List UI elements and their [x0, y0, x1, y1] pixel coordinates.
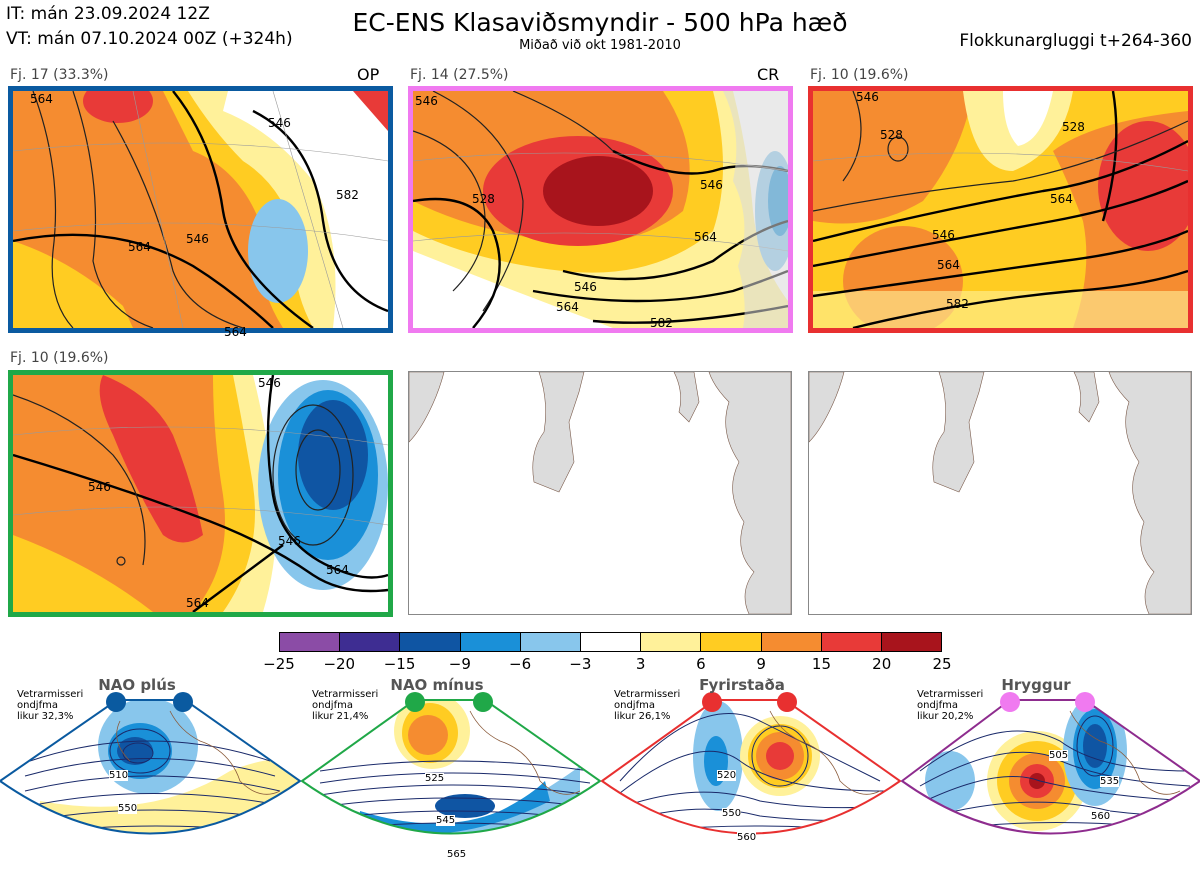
- panel-3-label: Fj. 10 (19.6%): [810, 67, 909, 83]
- regime-stat-nao-minus: Vetrarmisseri ondjfma likur 21,4%: [312, 689, 379, 722]
- panel-1-tag: OP: [357, 65, 380, 84]
- contour-label: 546: [700, 178, 723, 192]
- contour-label: 564: [128, 240, 151, 254]
- colorbar-tick-label: 25: [932, 655, 952, 673]
- regime-title-ridge: Hryggur: [1001, 676, 1071, 694]
- regime-dot: [173, 692, 193, 712]
- colorbar-swatch: [881, 633, 942, 651]
- contour-label: 546: [932, 228, 955, 242]
- colorbar-tick-label: −6: [509, 655, 532, 673]
- map-subtitle: Miðað við okt 1981-2010: [519, 38, 681, 53]
- colorbar-swatch: [340, 633, 401, 651]
- colorbar-tick-label: 9: [756, 655, 766, 673]
- contour-label: 582: [650, 316, 673, 330]
- regime-contour-label: 565: [447, 849, 467, 860]
- contour-label: 564: [694, 230, 717, 244]
- colorbar-swatch: [641, 633, 702, 651]
- colorbar-tick-label: 6: [696, 655, 706, 673]
- panel-2-tag: CR: [757, 65, 780, 84]
- contour-label: 564: [326, 563, 349, 577]
- contour-label: 564: [937, 258, 960, 272]
- panel-4-label: Fj. 10 (19.6%): [10, 350, 109, 366]
- map-title: EC-ENS Klasaviðsmyndir - 500 hPa hæð: [352, 8, 848, 37]
- contour-label: 546: [856, 90, 879, 104]
- colorbar-tick-label: 20: [872, 655, 892, 673]
- panel-2-label: Fj. 14 (27.5%): [410, 67, 509, 83]
- contour-label: 582: [336, 188, 359, 202]
- cluster-panel-5-empty: [408, 371, 792, 615]
- cluster-panel-1: [8, 86, 393, 333]
- contour-label: 528: [1062, 120, 1085, 134]
- regime-stat-nao-plus: Vetrarmisseri ondjfma likur 32,3%: [17, 689, 84, 722]
- regime-stat-ridge: Vetrarmisseri ondjfma likur 20,2%: [917, 689, 984, 722]
- colorbar-tick-label: 3: [635, 655, 646, 673]
- colorbar-tick-label: −9: [448, 655, 471, 673]
- colorbar-tick-label: 15: [811, 655, 831, 673]
- regime-dot: [405, 692, 425, 712]
- contour-label: 564: [186, 596, 209, 610]
- regime-dot: [702, 692, 722, 712]
- contour-label: 528: [472, 192, 495, 206]
- classification-window: Flokkunargluggi t+264-360: [959, 31, 1192, 51]
- contour-label: 546: [415, 94, 438, 108]
- colorbar-tick-label: −3: [569, 655, 592, 673]
- colorbar-tick-label: −15: [383, 655, 416, 673]
- colorbar-swatch: [701, 633, 762, 651]
- contour-label: 582: [946, 297, 969, 311]
- regime-contour-label: 545: [436, 815, 456, 826]
- contour-label: 564: [1050, 192, 1073, 206]
- cluster-panel-4: [8, 370, 393, 617]
- contour-label: 528: [880, 128, 903, 142]
- cluster-panel-6-empty: [808, 371, 1192, 615]
- panel-1-label: Fj. 17 (33.3%): [10, 67, 109, 83]
- colorbar-swatch: [580, 633, 642, 651]
- colorbar-swatch: [761, 633, 822, 651]
- colorbar-swatch: [460, 633, 521, 651]
- regime-dot: [473, 692, 493, 712]
- initial-time: IT: mán 23.09.2024 12Z: [6, 4, 210, 24]
- regime-stat-blocking: Vetrarmisseri ondjfma likur 26,1%: [614, 689, 681, 722]
- regime-contour-label: 505: [1049, 750, 1069, 761]
- colorbar-tick-label: −20: [323, 655, 356, 673]
- regime-title-nao-plus: NAO plús: [98, 676, 176, 694]
- regime-contour-label: 560: [1091, 811, 1111, 822]
- contour-label: 546: [268, 116, 291, 130]
- regime-contour-label: 520: [717, 770, 737, 781]
- valid-time: VT: mán 07.10.2024 00Z (+324h): [6, 29, 293, 49]
- colorbar: [279, 632, 942, 652]
- regime-dot: [1075, 692, 1095, 712]
- regime-maps: [0, 692, 1200, 835]
- regime-contour-label: 510: [109, 770, 129, 781]
- regime-title-blocking: Fyrirstaða: [699, 676, 785, 694]
- colorbar-tick-label: −25: [263, 655, 295, 673]
- regime-contour-label: 535: [1100, 776, 1120, 787]
- contour-label: 546: [258, 376, 281, 390]
- regime-dot: [1000, 692, 1020, 712]
- contour-label: 546: [574, 280, 597, 294]
- colorbar-swatch: [400, 633, 461, 651]
- contour-label: 546: [88, 480, 111, 494]
- regime-contour-label: 525: [425, 773, 445, 784]
- contour-label: 546: [278, 534, 301, 548]
- regime-dot: [777, 692, 797, 712]
- contour-label: 564: [30, 92, 53, 106]
- cluster-panel-2: [408, 86, 793, 333]
- colorbar-swatch: [821, 633, 882, 651]
- regime-contour-label: 560: [737, 832, 757, 843]
- regime-contour-label: 550: [118, 803, 138, 814]
- contour-label: 564: [556, 300, 579, 314]
- contour-label: 546: [186, 232, 209, 246]
- colorbar-swatch: [520, 633, 581, 651]
- contour-label: 564: [224, 325, 247, 339]
- cluster-panel-3: [808, 86, 1193, 333]
- regime-title-nao-minus: NAO mínus: [390, 676, 484, 694]
- regime-contour-label: 550: [722, 808, 742, 819]
- colorbar-swatch: [280, 633, 341, 651]
- regime-dot: [106, 692, 126, 712]
